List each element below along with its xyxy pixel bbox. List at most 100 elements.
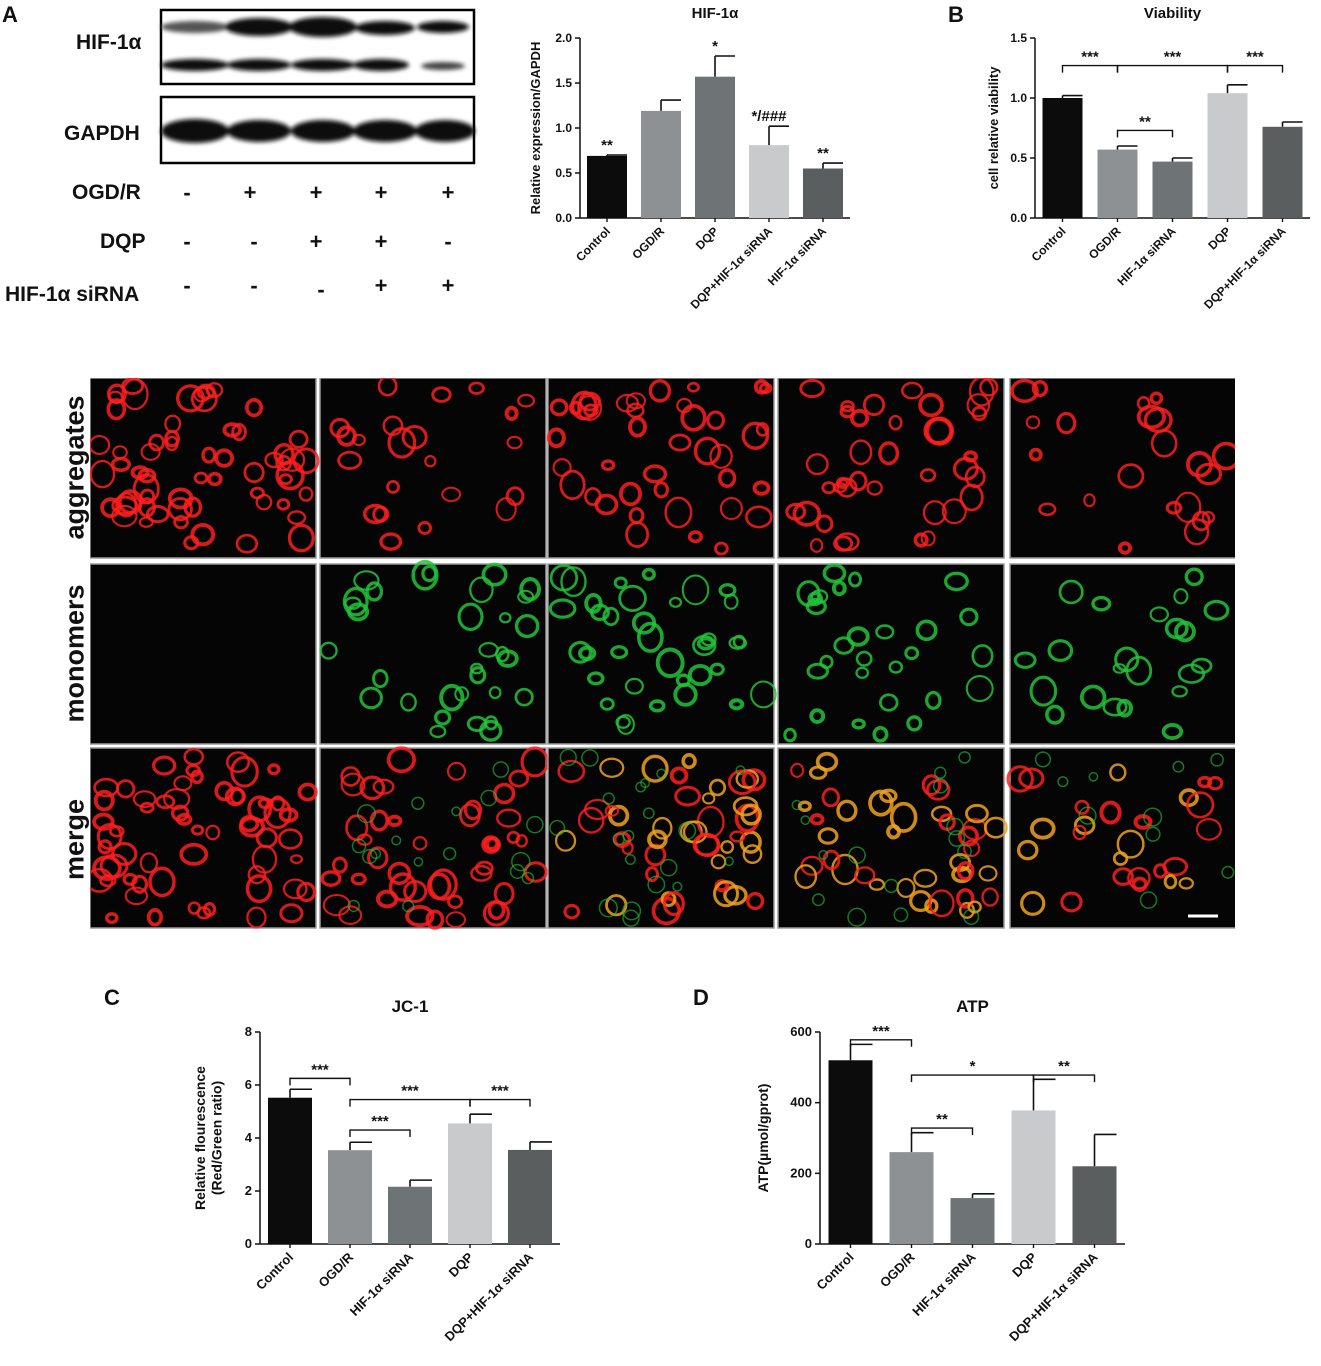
cell bbox=[729, 830, 746, 843]
cell bbox=[847, 907, 867, 927]
cell bbox=[901, 381, 924, 400]
cell bbox=[1006, 765, 1034, 793]
cell bbox=[549, 819, 566, 836]
cell bbox=[884, 878, 899, 894]
cell bbox=[652, 816, 673, 840]
cell bbox=[1186, 791, 1215, 819]
cell bbox=[981, 887, 999, 907]
cell bbox=[925, 690, 942, 710]
cell bbox=[1163, 874, 1178, 890]
panel-label-d: D bbox=[693, 985, 709, 1010]
cell bbox=[906, 715, 923, 732]
cell bbox=[386, 814, 403, 827]
cell bbox=[1165, 501, 1183, 515]
cell bbox=[849, 408, 870, 428]
y-axis-label-line: cell relative viability bbox=[986, 66, 1001, 190]
cell bbox=[121, 378, 144, 395]
x-tick-label: Control bbox=[813, 1250, 856, 1293]
cell bbox=[957, 825, 979, 847]
cell bbox=[297, 782, 318, 802]
cell bbox=[944, 571, 969, 592]
significance-label: ** bbox=[601, 137, 613, 154]
cell bbox=[915, 619, 938, 642]
cell bbox=[709, 662, 725, 676]
significance-bracket bbox=[1061, 64, 1119, 73]
cell bbox=[382, 415, 404, 437]
significance-label: *** bbox=[1246, 49, 1264, 66]
cell bbox=[164, 429, 180, 448]
significance-bracket bbox=[849, 1039, 913, 1047]
cell bbox=[967, 900, 982, 914]
cell bbox=[848, 470, 868, 492]
condition-sign: - bbox=[317, 277, 325, 302]
cell bbox=[920, 530, 936, 547]
cell bbox=[470, 865, 493, 882]
cell bbox=[508, 769, 530, 788]
cell bbox=[1045, 704, 1065, 725]
cell bbox=[496, 649, 519, 668]
cell bbox=[851, 718, 866, 730]
cell bbox=[809, 813, 825, 826]
cell bbox=[919, 468, 937, 483]
significance-bracket bbox=[349, 1098, 471, 1107]
cell bbox=[1030, 817, 1056, 840]
cell bbox=[755, 422, 770, 437]
cell bbox=[1133, 814, 1153, 830]
condition-sign: - bbox=[183, 180, 191, 205]
x-tick-label: HIF-1α siRNA bbox=[347, 1249, 417, 1319]
cell bbox=[319, 641, 338, 660]
cell bbox=[664, 496, 693, 529]
cell bbox=[628, 507, 645, 525]
cell bbox=[615, 393, 639, 413]
cell bbox=[190, 824, 205, 836]
row-label-aggregates: aggregates bbox=[59, 395, 90, 540]
cell bbox=[723, 593, 739, 610]
cell bbox=[205, 824, 221, 841]
cell bbox=[647, 829, 668, 850]
cell bbox=[693, 436, 722, 466]
cell bbox=[207, 471, 223, 487]
significance-label: ** bbox=[936, 1111, 948, 1128]
cell bbox=[90, 867, 114, 893]
cell bbox=[1171, 685, 1188, 698]
cell bbox=[417, 521, 432, 535]
cell bbox=[818, 849, 829, 860]
cell bbox=[923, 416, 954, 445]
cell bbox=[388, 872, 417, 902]
cell bbox=[105, 912, 119, 924]
cell bbox=[728, 636, 748, 650]
cell bbox=[662, 891, 685, 917]
cell bbox=[805, 453, 829, 476]
cell bbox=[496, 808, 522, 828]
significance-label: *** bbox=[1164, 49, 1182, 66]
fluorescence-image-grid bbox=[90, 378, 1235, 930]
cell bbox=[956, 861, 975, 881]
cell bbox=[656, 768, 667, 779]
cell bbox=[1195, 462, 1223, 486]
cell bbox=[1201, 510, 1216, 524]
cell bbox=[320, 870, 342, 887]
cell bbox=[1083, 493, 1096, 508]
cell bbox=[99, 874, 117, 888]
significance-bracket bbox=[349, 1129, 411, 1138]
cell bbox=[1162, 856, 1189, 877]
cell bbox=[1143, 807, 1163, 827]
cell bbox=[1079, 684, 1107, 710]
cell bbox=[139, 801, 155, 814]
chart-title: ATP bbox=[956, 997, 989, 1016]
cell bbox=[568, 640, 593, 664]
x-tick-label: Control bbox=[253, 1250, 296, 1293]
cell bbox=[347, 899, 360, 913]
bar bbox=[695, 76, 735, 218]
significance-bracket bbox=[289, 1077, 351, 1086]
significance-bracket bbox=[910, 1127, 974, 1136]
cell bbox=[514, 687, 534, 707]
cell bbox=[735, 765, 746, 776]
condition-label-ogdr: OGD/R bbox=[72, 181, 141, 204]
cell bbox=[741, 768, 767, 792]
y-tick-label: 1.5 bbox=[555, 76, 572, 90]
cell bbox=[107, 390, 123, 404]
cell bbox=[965, 803, 989, 824]
cell bbox=[138, 516, 154, 528]
cell bbox=[90, 435, 111, 456]
